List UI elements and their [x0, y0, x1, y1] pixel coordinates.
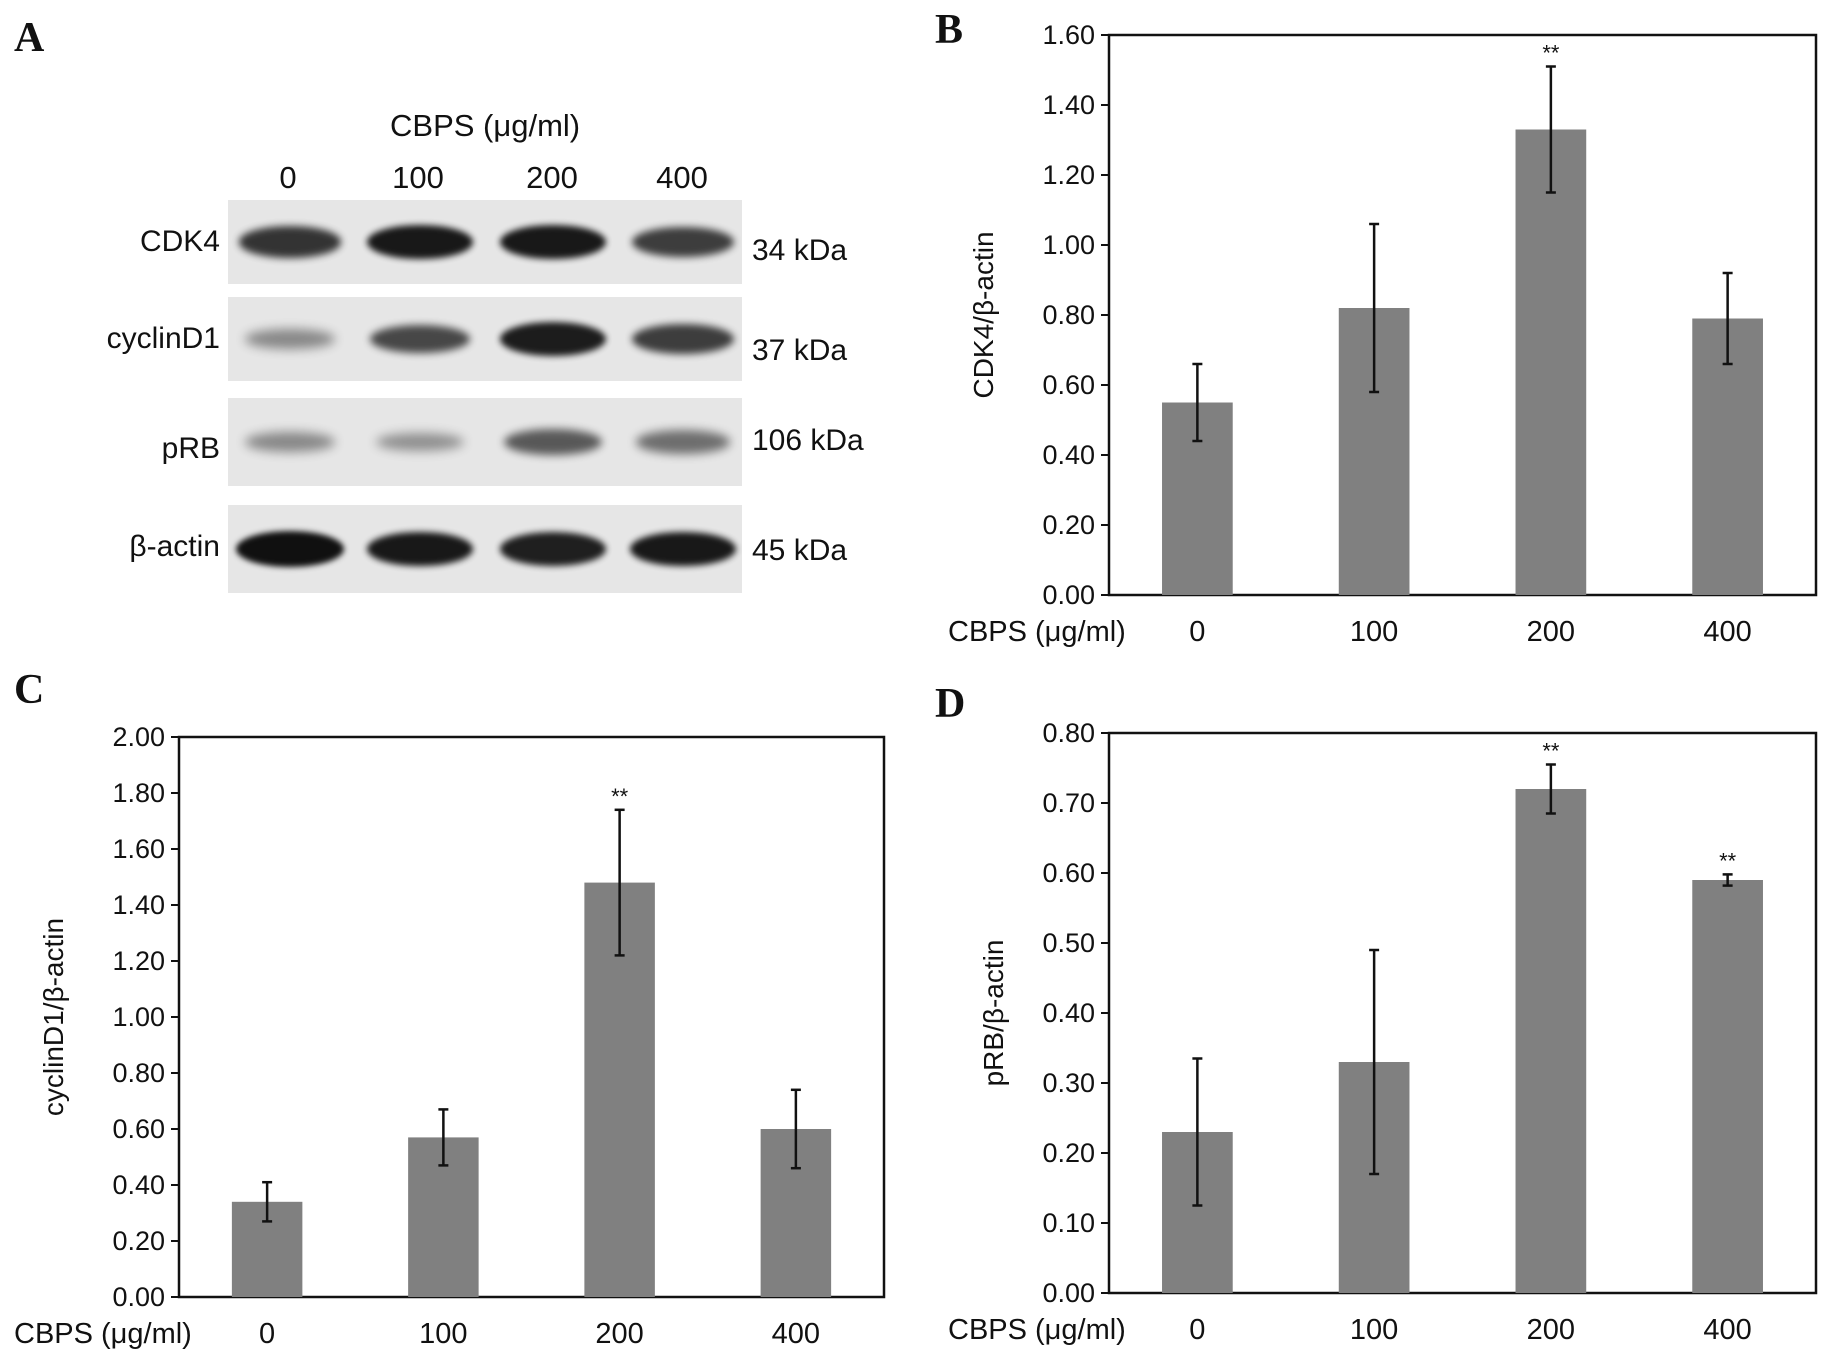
y-tick-label: 0.60 — [112, 1114, 165, 1144]
blot-lane-label: 200 — [526, 160, 578, 195]
blot-strip-cyclind1 — [228, 297, 742, 381]
y-tick-label: 1.40 — [112, 890, 165, 920]
bar — [1692, 880, 1763, 1293]
blot-protein-label: β-actin — [129, 530, 220, 563]
x-tick-label: 0 — [259, 1318, 275, 1350]
significance-marker: ** — [1542, 739, 1560, 764]
blot-strip-cdk4 — [228, 200, 742, 284]
y-tick-label: 0.40 — [112, 1170, 165, 1200]
x-tick-label: 100 — [419, 1318, 467, 1350]
blot-protein-label: cyclinD1 — [106, 322, 220, 355]
x-tick-label: 200 — [1527, 1314, 1575, 1346]
y-tick-label: 1.80 — [112, 778, 165, 808]
y-tick-label: 0.00 — [1042, 1278, 1095, 1308]
blot-band — [500, 532, 606, 566]
y-tick-label: 1.40 — [1042, 90, 1095, 120]
y-tick-label: 0.40 — [1042, 440, 1095, 470]
y-tick-label: 0.30 — [1042, 1068, 1095, 1098]
y-tick-label: 0.70 — [1042, 788, 1095, 818]
blot-protein-label: pRB — [161, 432, 220, 465]
blot-band — [632, 227, 734, 257]
y-tick-label: 0.80 — [1042, 300, 1095, 330]
significance-marker: ** — [1542, 41, 1560, 66]
y-tick-label: 2.00 — [112, 722, 165, 752]
blot-band — [504, 428, 602, 456]
y-tick-label: 0.80 — [112, 1058, 165, 1088]
x-tick-label: 400 — [1703, 1314, 1751, 1346]
blot-band — [238, 226, 342, 258]
blot-lane-label: 400 — [656, 160, 708, 195]
blot-strip-beta-actin — [228, 505, 742, 593]
y-tick-label: 0.10 — [1042, 1208, 1095, 1238]
panel-letter-c: C — [14, 667, 45, 713]
western-blot-panel: CBPS (μg/ml) 0 100 200 400 CDK4 cyclinD1… — [0, 0, 900, 620]
blot-band — [245, 432, 335, 452]
blot-band — [366, 531, 474, 567]
y-tick-label: 0.60 — [1042, 858, 1095, 888]
panel-letter-b: B — [935, 7, 964, 53]
bar — [1515, 129, 1587, 595]
y-tick-label: 0.00 — [112, 1282, 165, 1312]
y-tick-label: 0.00 — [1042, 580, 1095, 610]
significance-marker: ** — [611, 784, 629, 809]
blot-kda-label: 34 kDa — [752, 234, 848, 267]
blot-kda-label: 37 kDa — [752, 334, 848, 367]
blot-band — [245, 329, 335, 349]
x-tick-label: 100 — [1350, 616, 1398, 648]
x-tick-label: 400 — [1703, 616, 1751, 648]
blot-band — [629, 531, 737, 567]
y-tick-label: 0.20 — [1042, 1138, 1095, 1168]
bar — [1515, 789, 1587, 1293]
blot-band — [370, 324, 470, 354]
blot-strip-prb — [228, 398, 742, 486]
y-tick-label: 1.60 — [112, 834, 165, 864]
y-tick-label: 1.60 — [1042, 20, 1095, 50]
y-tick-label: 0.40 — [1042, 998, 1095, 1028]
blot-treatment-title: CBPS (μg/ml) — [390, 108, 581, 143]
x-tick-label: 200 — [595, 1318, 643, 1350]
x-axis-label: CBPS (μg/ml) — [948, 616, 1126, 648]
panel-letter-d: D — [935, 681, 966, 727]
y-tick-label: 0.80 — [1042, 718, 1095, 748]
blot-band — [375, 432, 465, 452]
x-tick-label: 100 — [1350, 1314, 1398, 1346]
x-axis-label: CBPS (μg/ml) — [948, 1314, 1126, 1346]
blot-lane-label: 100 — [392, 160, 444, 195]
blot-band — [499, 321, 607, 357]
y-tick-label: 1.20 — [1042, 160, 1095, 190]
y-tick-label: 0.50 — [1042, 928, 1095, 958]
blot-band — [366, 224, 474, 260]
y-tick-label: 0.20 — [112, 1226, 165, 1256]
blot-protein-label: CDK4 — [139, 225, 220, 258]
blot-band — [635, 430, 731, 454]
x-tick-label: 200 — [1527, 616, 1575, 648]
blot-kda-label: 45 kDa — [752, 534, 848, 567]
blot-kda-label: 106 kDa — [752, 424, 864, 457]
panel-letter-a: A — [14, 15, 45, 61]
significance-marker: ** — [1719, 848, 1737, 873]
x-tick-label: 0 — [1189, 1314, 1205, 1346]
blot-band — [236, 531, 344, 567]
y-axis-label: cyclinD1/β-actin — [38, 918, 69, 1116]
x-tick-label: 0 — [1189, 616, 1205, 648]
y-axis-label: pRB/β-actin — [978, 940, 1009, 1087]
x-axis-label: CBPS (μg/ml) — [14, 1318, 192, 1350]
y-tick-label: 1.00 — [1042, 230, 1095, 260]
x-tick-label: 400 — [772, 1318, 820, 1350]
blot-band — [499, 224, 607, 260]
y-tick-label: 0.60 — [1042, 370, 1095, 400]
blot-band — [632, 324, 734, 354]
y-tick-label: 1.20 — [112, 946, 165, 976]
blot-lane-label: 0 — [279, 160, 297, 195]
y-tick-label: 0.20 — [1042, 510, 1095, 540]
y-tick-label: 1.00 — [112, 1002, 165, 1032]
y-axis-label: CDK4/β-actin — [968, 231, 999, 398]
